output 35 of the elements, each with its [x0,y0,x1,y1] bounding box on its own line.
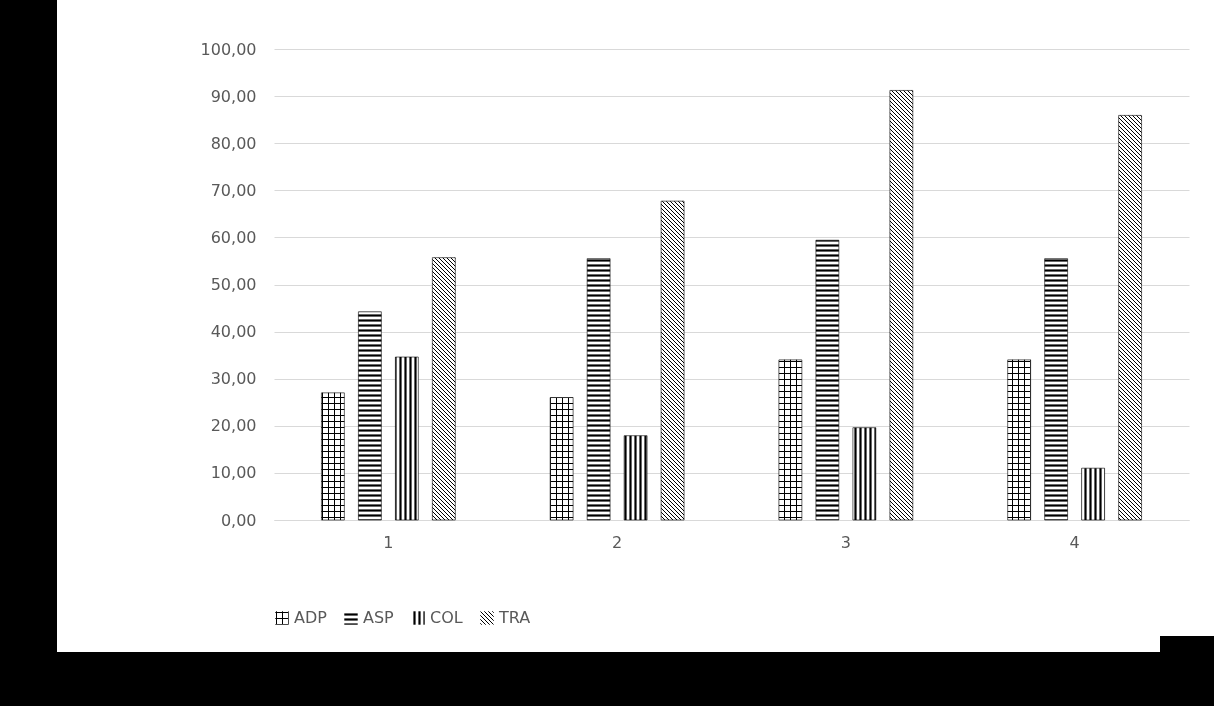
x-tick-label: 2 [612,532,623,552]
bar [815,239,840,521]
bar [395,356,419,521]
bar [778,359,803,521]
legend-label: COL [430,608,463,627]
y-tick-label: 30,00 [210,369,257,389]
bar [358,311,382,521]
legend-label: TRA [498,608,531,627]
y-tick-label: 40,00 [210,322,257,342]
bar [549,397,574,521]
bar [1007,359,1031,521]
bar [660,200,685,521]
bar [889,90,914,521]
bar [586,258,611,521]
legend-label: ASP [363,608,395,627]
y-tick-label: 70,00 [210,180,257,200]
y-tick-label: 10,00 [210,463,257,483]
y-tick-label: 100,00 [200,39,257,59]
bar [852,427,877,521]
bar [432,257,456,521]
bar [623,435,648,521]
x-tick-label: 4 [1069,532,1080,552]
bar [1081,467,1105,521]
bar [1118,115,1142,521]
x-tick-label: 3 [840,532,851,552]
bar [321,392,345,521]
y-tick-label: 50,00 [210,275,257,294]
y-tick-label: 90,00 [210,86,257,106]
y-tick-label: 60,00 [210,227,257,247]
y-tick-label: 20,00 [210,416,257,436]
bar [1044,258,1068,521]
y-tick-label: 0,00 [220,510,257,530]
x-tick-label: 1 [383,532,394,552]
y-tick-label: 80,00 [210,133,257,153]
legend-label: ADP [294,608,328,627]
